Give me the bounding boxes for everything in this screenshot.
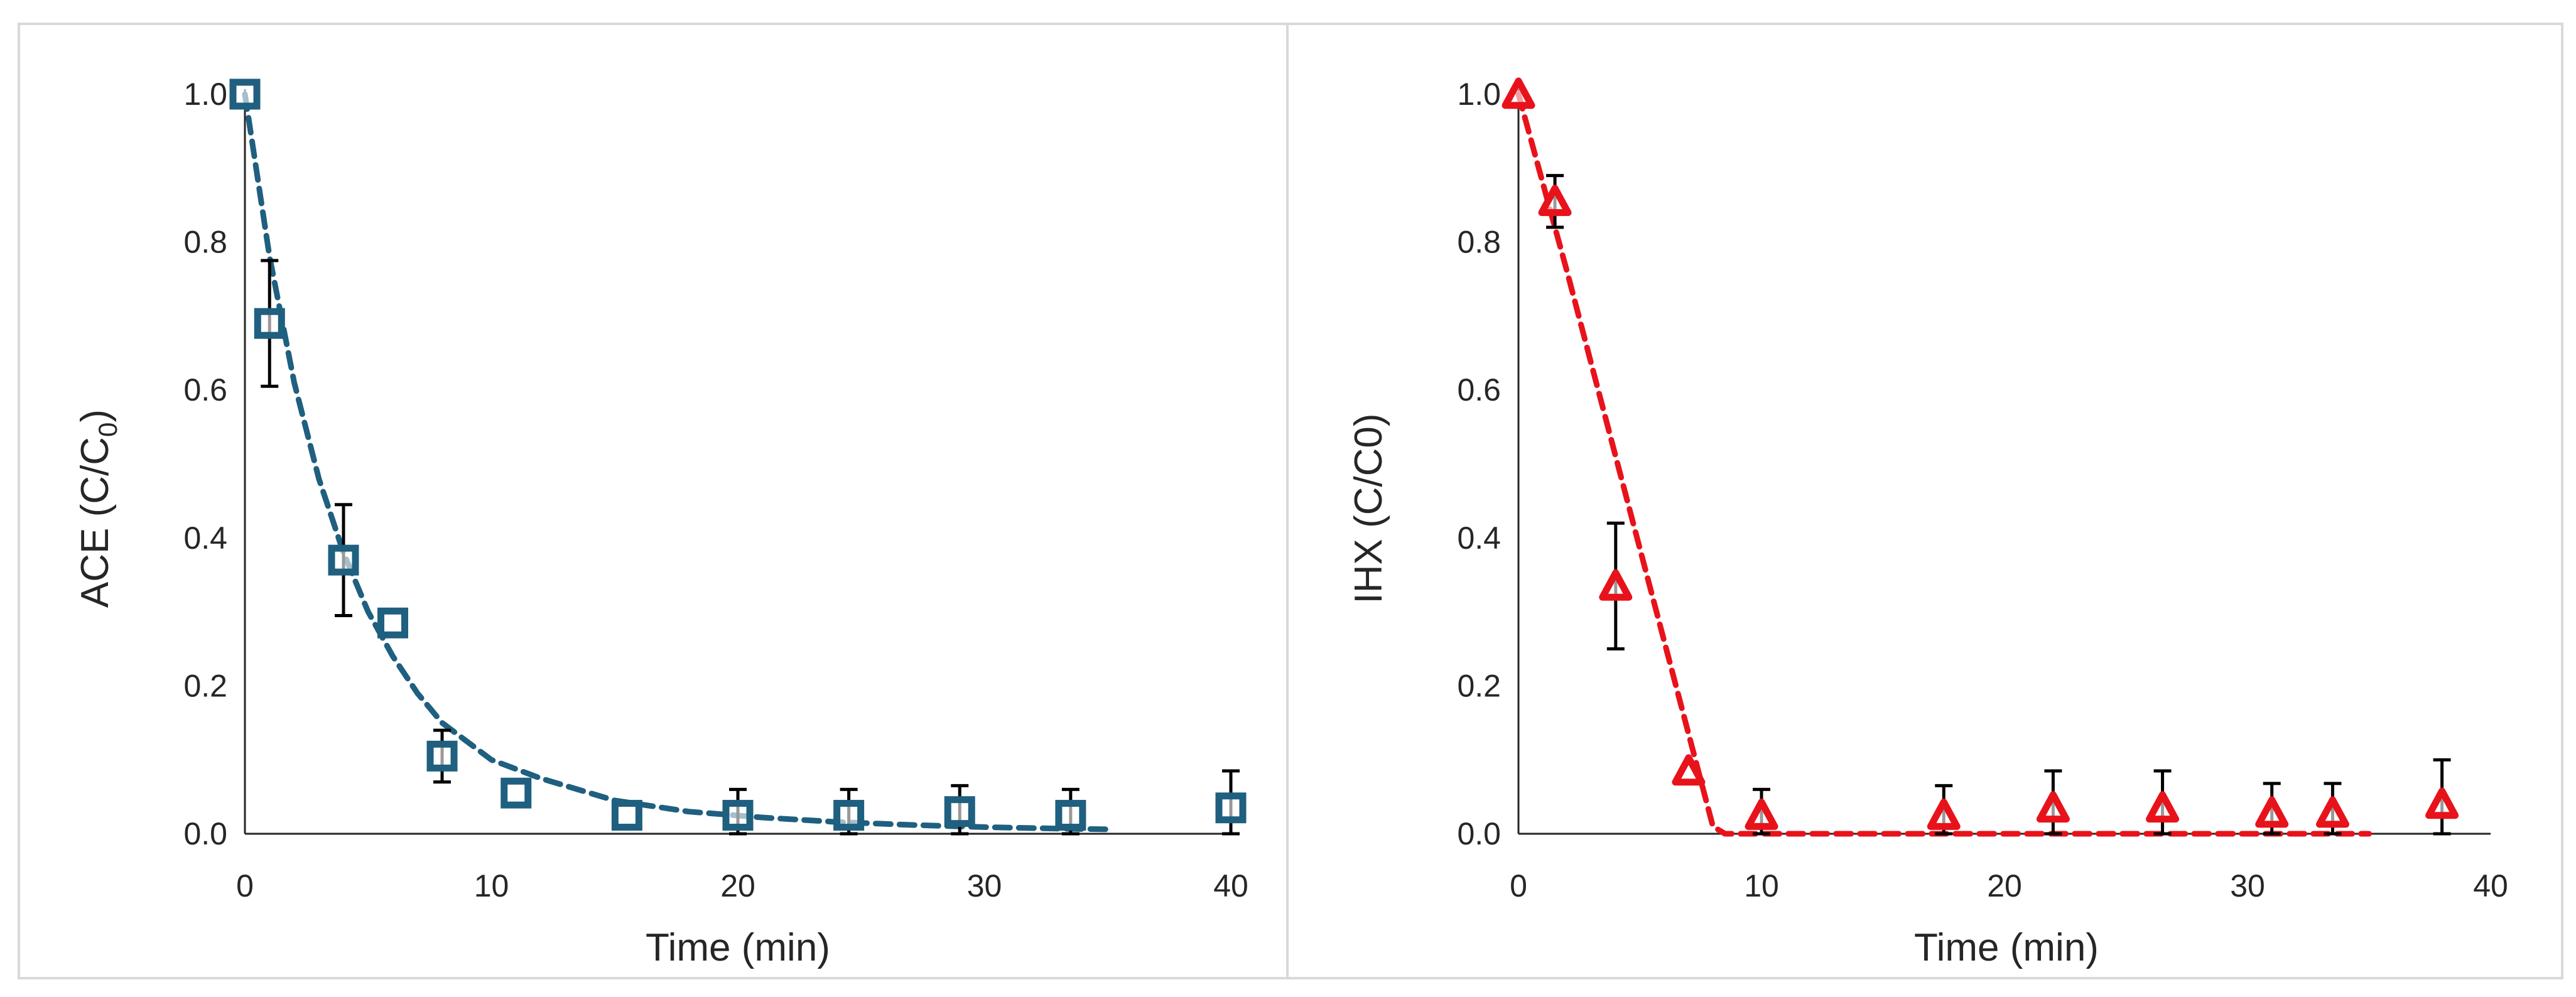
chart-panel-ihx: Time (min) IHX (C/C0) 0 10 20 30 40 0.0 0.2 0.4… — [1347, 77, 2508, 969]
fit-curve — [1515, 91, 2372, 837]
y-tick-label: 0.2 — [183, 668, 227, 703]
data-point-triangle — [1745, 799, 1778, 830]
chart-panel-ihx-frame — [1286, 23, 2563, 979]
data-point-square — [611, 800, 642, 831]
x-tick-label: 20 — [1987, 868, 2022, 903]
data-point-triangle — [2036, 791, 2070, 823]
data-point-triangle — [1502, 77, 1535, 109]
x-tick-label: 30 — [967, 868, 1002, 903]
y-axis-title: IHX (C/C0) — [1347, 413, 1390, 603]
x-tick-label: 40 — [1213, 868, 1248, 903]
x-tick-label: 0 — [236, 868, 254, 903]
y-axis-title: ACE (C/C0) — [73, 409, 122, 608]
data-point-square — [501, 777, 532, 809]
data-point-triangle — [1927, 799, 1961, 830]
y-tick-label: 1.0 — [183, 77, 227, 112]
y-tick-label: 0.2 — [1457, 668, 1501, 703]
x-tick-label: 10 — [474, 868, 509, 903]
y-tick-label: 0.6 — [183, 372, 227, 407]
data-point-triangle — [2255, 796, 2289, 828]
data-point-triangle — [1672, 754, 1706, 786]
y-tick-label: 0.0 — [1457, 816, 1501, 851]
data-point-square — [722, 800, 754, 831]
x-axis-title: Time (min) — [1914, 926, 2099, 969]
data-point-square — [1215, 792, 1247, 824]
data-point-square — [229, 78, 261, 110]
data-point-square — [328, 544, 359, 576]
y-tick-label: 0.8 — [1457, 225, 1501, 260]
y-tick-label: 0.6 — [1457, 372, 1501, 407]
y-tick-label: 0.8 — [183, 225, 227, 260]
chart-panel-ace: Time (min) ACE (C/C0) 0 10 20 30 400.00.20.4… — [73, 77, 1248, 969]
data-point-triangle — [1599, 569, 1633, 601]
y-tick-label: 1.0 — [1457, 77, 1501, 112]
data-point-triangle — [2146, 791, 2180, 823]
data-point-square — [1055, 800, 1086, 831]
y-tick-label: 0.4 — [183, 520, 227, 556]
x-tick-label: 40 — [2473, 868, 2508, 903]
y-tick-label: 0.0 — [183, 816, 227, 851]
y-axis-title-end: ) — [73, 409, 117, 423]
data-point-square — [944, 796, 975, 827]
x-tick-label: 30 — [2230, 868, 2265, 903]
data-point-square — [377, 607, 408, 639]
data-point-square — [426, 740, 458, 772]
x-tick-label: 10 — [1744, 868, 1779, 903]
data-point-triangle — [2425, 787, 2459, 819]
y-tick-label: 0.4 — [1457, 520, 1501, 556]
x-axis-title: Time (min) — [646, 926, 830, 969]
x-tick-label: 20 — [720, 868, 755, 903]
fit-curve — [242, 91, 1111, 833]
data-point-triangle — [1538, 185, 1572, 217]
data-point-square — [254, 308, 285, 339]
y-axis-title-main: ACE (C/C — [73, 437, 117, 608]
data-point-triangle — [2315, 796, 2349, 828]
x-tick-label: 0 — [1510, 868, 1527, 903]
data-point-square — [833, 800, 865, 831]
y-axis-title-subscript: 0 — [93, 423, 122, 437]
